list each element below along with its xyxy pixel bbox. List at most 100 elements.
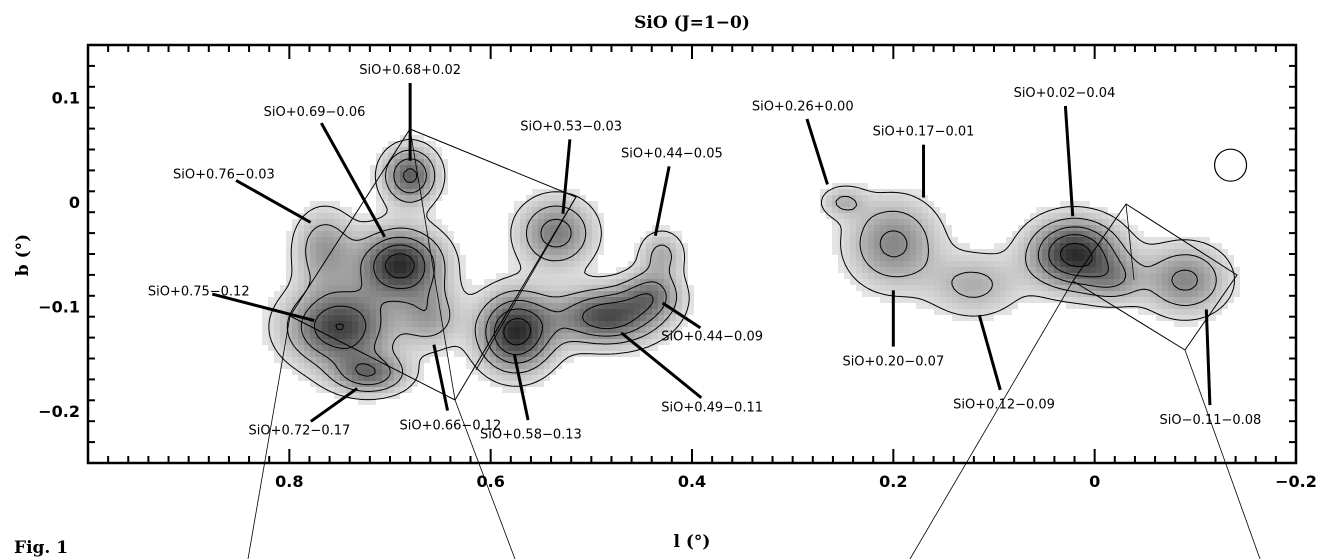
intensity-cell bbox=[346, 297, 352, 303]
intensity-cell bbox=[1156, 249, 1162, 255]
intensity-cell bbox=[1138, 285, 1144, 291]
intensity-cell bbox=[298, 375, 304, 381]
intensity-cell bbox=[688, 285, 694, 291]
intensity-cell bbox=[904, 297, 910, 303]
intensity-cell bbox=[640, 279, 646, 285]
intensity-cell bbox=[556, 237, 562, 243]
intensity-cell bbox=[988, 249, 994, 255]
intensity-cell bbox=[538, 201, 544, 207]
intensity-cell bbox=[880, 297, 886, 303]
intensity-cell bbox=[322, 297, 328, 303]
intensity-cell bbox=[1126, 291, 1132, 297]
intensity-cell bbox=[922, 219, 928, 225]
intensity-cell bbox=[388, 327, 394, 333]
intensity-cell bbox=[844, 231, 850, 237]
intensity-cell bbox=[952, 303, 958, 309]
intensity-cell bbox=[868, 249, 874, 255]
intensity-cell bbox=[520, 375, 526, 381]
intensity-cell bbox=[406, 249, 412, 255]
intensity-cell bbox=[532, 249, 538, 255]
intensity-cell bbox=[400, 183, 406, 189]
intensity-cell bbox=[370, 357, 376, 363]
intensity-cell bbox=[478, 327, 484, 333]
intensity-cell bbox=[394, 273, 400, 279]
intensity-cell bbox=[364, 255, 370, 261]
intensity-cell bbox=[928, 243, 934, 249]
intensity-cell bbox=[532, 375, 538, 381]
intensity-cell bbox=[598, 291, 604, 297]
intensity-cell bbox=[610, 321, 616, 327]
intensity-cell bbox=[610, 273, 616, 279]
intensity-cell bbox=[958, 249, 964, 255]
intensity-cell bbox=[352, 381, 358, 387]
intensity-cell bbox=[634, 249, 640, 255]
intensity-cell bbox=[1024, 297, 1030, 303]
intensity-cell bbox=[676, 303, 682, 309]
intensity-cell bbox=[862, 207, 868, 213]
intensity-cell bbox=[910, 189, 916, 195]
intensity-cell bbox=[622, 345, 628, 351]
intensity-cell bbox=[640, 267, 646, 273]
intensity-cell bbox=[1186, 249, 1192, 255]
intensity-cell bbox=[472, 309, 478, 315]
intensity-cell bbox=[550, 279, 556, 285]
intensity-cell bbox=[940, 279, 946, 285]
intensity-cell bbox=[334, 321, 340, 327]
intensity-cell bbox=[412, 339, 418, 345]
intensity-cell bbox=[298, 291, 304, 297]
intensity-cell bbox=[1024, 225, 1030, 231]
intensity-cell bbox=[394, 243, 400, 249]
intensity-cell bbox=[1012, 303, 1018, 309]
intensity-cell bbox=[916, 291, 922, 297]
intensity-cell bbox=[1210, 249, 1216, 255]
intensity-cell bbox=[922, 291, 928, 297]
intensity-cell bbox=[550, 207, 556, 213]
intensity-cell bbox=[508, 267, 514, 273]
intensity-cell bbox=[862, 243, 868, 249]
intensity-cell bbox=[934, 261, 940, 267]
intensity-cell bbox=[328, 381, 334, 387]
intensity-cell bbox=[430, 261, 436, 267]
intensity-cell bbox=[976, 309, 982, 315]
intensity-cell bbox=[1060, 243, 1066, 249]
intensity-cell bbox=[550, 351, 556, 357]
intensity-cell bbox=[358, 351, 364, 357]
intensity-cell bbox=[934, 231, 940, 237]
source-pointer bbox=[620, 331, 703, 399]
y-tick-label: 0 bbox=[69, 193, 80, 212]
intensity-cell bbox=[316, 375, 322, 381]
intensity-cell bbox=[346, 333, 352, 339]
intensity-cell bbox=[1132, 243, 1138, 249]
intensity-cell bbox=[400, 189, 406, 195]
intensity-cell bbox=[1048, 273, 1054, 279]
intensity-cell bbox=[1078, 249, 1084, 255]
intensity-cell bbox=[292, 237, 298, 243]
intensity-cell bbox=[370, 165, 376, 171]
intensity-cell bbox=[886, 195, 892, 201]
intensity-cell bbox=[1048, 291, 1054, 297]
intensity-cell bbox=[346, 231, 352, 237]
intensity-cell bbox=[328, 321, 334, 327]
intensity-cell bbox=[820, 195, 826, 201]
intensity-cell bbox=[430, 309, 436, 315]
intensity-cell bbox=[382, 255, 388, 261]
intensity-cell bbox=[448, 267, 454, 273]
intensity-cell bbox=[406, 339, 412, 345]
intensity-cell bbox=[904, 189, 910, 195]
intensity-cell bbox=[508, 243, 514, 249]
intensity-cell bbox=[562, 303, 568, 309]
intensity-cell bbox=[550, 195, 556, 201]
intensity-cell bbox=[910, 261, 916, 267]
intensity-cell bbox=[880, 207, 886, 213]
intensity-cell bbox=[508, 219, 514, 225]
intensity-cell bbox=[1234, 291, 1240, 297]
intensity-cell bbox=[370, 339, 376, 345]
intensity-cell bbox=[1216, 309, 1222, 315]
intensity-cell bbox=[502, 285, 508, 291]
intensity-cell bbox=[658, 237, 664, 243]
intensity-cell bbox=[556, 225, 562, 231]
intensity-cell bbox=[514, 375, 520, 381]
intensity-cell bbox=[574, 195, 580, 201]
intensity-cell bbox=[928, 261, 934, 267]
intensity-cell bbox=[982, 273, 988, 279]
